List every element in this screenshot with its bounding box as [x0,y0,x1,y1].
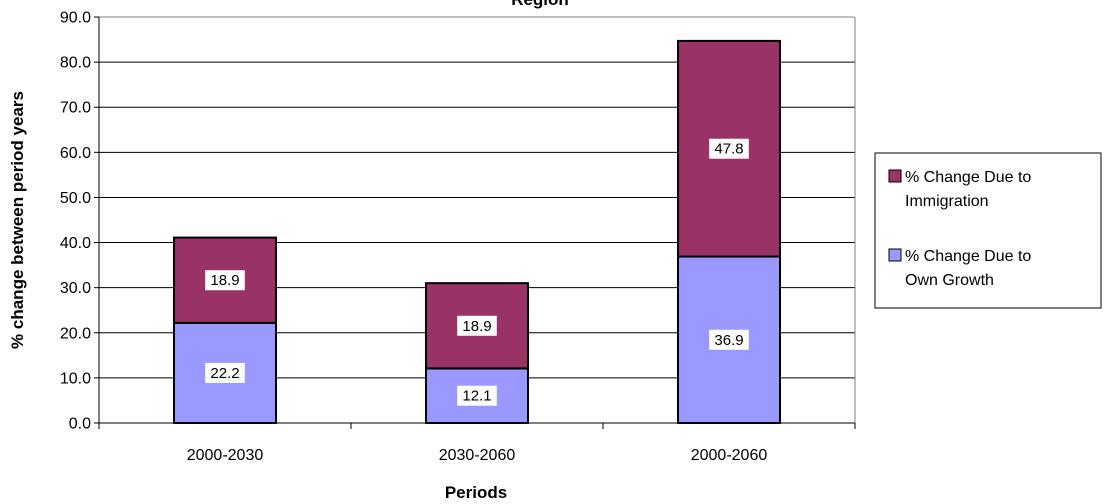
data-label-box [709,138,749,159]
data-label: 36.9 [714,332,743,349]
y-axis-title: % change between period years [8,91,27,349]
axes [98,16,856,424]
legend-label: % Change Due to [905,248,1031,265]
x-tick-label: 2000-2060 [691,447,768,464]
x-axis-title: Periods [445,483,507,502]
data-label-box [709,329,749,350]
legend-swatch [888,169,902,183]
legend-label: Immigration [905,193,989,210]
legend-swatch [888,248,902,262]
data-label: 18.9 [462,318,491,335]
data-label: 47.8 [714,141,743,158]
y-tick-label: 50.0 [60,190,91,207]
data-label: 18.9 [210,272,239,289]
y-tick-label: 90.0 [60,10,91,27]
y-tick-label: 80.0 [60,55,91,72]
x-axis-ticks: 2000-2030 2030-2060 2000-2060 [98,423,856,464]
chart-title: Region [511,0,569,9]
y-axis-ticks: 0.0 10.0 20.0 30.0 40.0 50.0 60.0 70.0 80.0 90.0 [60,10,99,433]
data-label: 12.1 [462,388,491,405]
y-tick-label: 60.0 [60,145,91,162]
legend: % Change Due to Immigration % Change Due t… [874,152,1102,309]
data-label-box [205,270,245,291]
data-label-box [457,385,497,406]
bars [173,39,781,425]
data-label: 22.2 [210,365,239,382]
data-label-box [205,362,245,383]
y-tick-label: 70.0 [60,100,91,117]
data-labels: 22.2 18.9 12.1 18.9 36.9 47.8 [205,138,749,406]
y-tick-label: 40.0 [60,235,91,252]
x-tick-label: 2000-2030 [187,447,264,464]
legend-box [874,152,1102,309]
y-tick-label: 10.0 [60,370,91,387]
legend-label: % Change Due to [905,169,1031,186]
y-tick-label: 30.0 [60,280,91,297]
data-label-box [457,315,497,336]
y-tick-label: 20.0 [60,325,91,342]
bar-segment [173,321,277,424]
y-tick-label: 0.0 [69,416,91,433]
x-tick-label: 2030-2060 [439,447,516,464]
legend-label: Own Growth [905,272,994,289]
